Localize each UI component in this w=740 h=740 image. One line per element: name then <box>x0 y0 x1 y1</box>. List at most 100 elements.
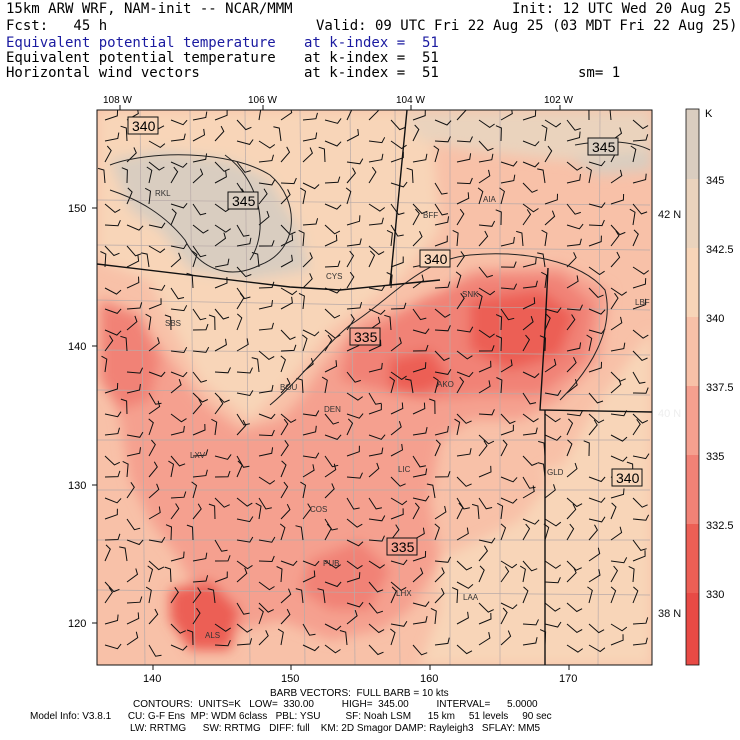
station-label: LIC <box>398 465 411 474</box>
wind-barb <box>434 637 450 646</box>
wind-barb <box>434 425 449 436</box>
station-label: LHX <box>396 589 412 598</box>
wind-barb <box>434 350 450 361</box>
wind-barb <box>236 119 252 131</box>
wind-barb <box>456 644 473 655</box>
wind-barb <box>170 455 186 467</box>
wind-barb <box>538 440 546 457</box>
wind-barb <box>302 252 313 268</box>
wind-barb <box>279 523 286 541</box>
wind-barb <box>541 124 548 142</box>
wind-barb <box>544 119 562 128</box>
barb-legend: BARB VECTORS: FULL BARB = 10 kts <box>270 688 449 699</box>
wind-barb <box>471 503 480 520</box>
wind-barb <box>126 255 140 268</box>
wind-barb <box>390 224 404 237</box>
wind-barb <box>236 460 243 478</box>
wind-barb <box>500 607 508 625</box>
wind-barb <box>454 418 461 436</box>
wind-barb <box>214 125 225 142</box>
wind-barb <box>192 575 209 583</box>
wind-barb <box>478 153 494 163</box>
wind-barb <box>368 339 382 352</box>
wind-barb <box>346 472 363 479</box>
wind-barb <box>104 455 121 466</box>
wind-barb <box>566 523 575 541</box>
wind-barb <box>148 560 165 571</box>
wind-barb <box>346 371 361 383</box>
wind-barb <box>120 125 128 142</box>
station-label: GLD <box>547 468 564 477</box>
svg-text:335: 335 <box>354 329 378 345</box>
wind-barb <box>566 439 573 457</box>
wind-barb <box>544 358 557 373</box>
wind-barb <box>148 298 162 310</box>
wind-barb <box>317 588 326 604</box>
wind-barb <box>500 283 518 290</box>
wind-barb <box>566 623 583 634</box>
wind-barb <box>148 439 156 457</box>
contour-label: 335 <box>386 537 418 556</box>
wind-barb <box>192 552 208 562</box>
wind-barb <box>390 559 408 566</box>
wind-barb <box>302 644 320 652</box>
wind-barb <box>389 628 396 646</box>
wind-barb <box>368 203 385 212</box>
wind-barb <box>280 254 293 268</box>
wind-barb <box>544 560 561 569</box>
wind-barb <box>148 371 166 378</box>
wind-barb <box>478 169 491 184</box>
wind-barb <box>390 620 408 627</box>
wind-barb <box>629 208 636 226</box>
wind-barb <box>280 355 286 373</box>
wind-barb <box>192 469 208 478</box>
wind-barb <box>456 448 472 457</box>
wind-barb <box>280 296 293 310</box>
wind-barb <box>632 371 646 384</box>
wind-barb <box>148 461 158 478</box>
field3-name: Horizontal wind vectors <box>6 65 200 81</box>
wind-barb <box>434 203 449 216</box>
wind-barb <box>236 455 250 468</box>
wind-barb <box>588 219 605 227</box>
wind-barb <box>258 607 264 625</box>
wind-barb <box>632 617 649 625</box>
wind-barb <box>214 392 230 403</box>
wind-barb <box>452 587 459 604</box>
wind-barb <box>610 586 617 604</box>
wind-barb <box>126 367 144 374</box>
wind-barb <box>346 250 355 268</box>
wind-barb <box>126 187 133 205</box>
wind-barb <box>104 427 120 436</box>
wind-barb <box>433 145 440 163</box>
wind-barb <box>586 334 593 352</box>
wind-barb <box>104 245 120 257</box>
wind-barb <box>632 278 647 289</box>
wind-barb <box>104 614 119 625</box>
top-longitude-axis: 108 W 106 W 104 W 102 W <box>103 95 573 110</box>
wind-barb <box>192 449 209 457</box>
wind-barb <box>609 110 612 121</box>
wind-barb <box>324 455 339 468</box>
wind-barb <box>456 376 465 394</box>
wind-barb <box>236 390 254 397</box>
wind-barb <box>478 266 493 278</box>
wind-barb <box>97 167 106 184</box>
wind-barb <box>456 413 472 424</box>
wind-barb <box>258 555 275 563</box>
wind-barb <box>566 342 582 352</box>
wind-barb <box>412 203 428 215</box>
wind-barb <box>126 383 141 394</box>
wind-barb <box>610 230 620 247</box>
wind-barb <box>324 234 338 247</box>
station-label: LXV <box>190 451 206 460</box>
wind-barb <box>456 476 472 487</box>
wind-barb <box>434 325 451 332</box>
wind-barb <box>566 119 581 131</box>
wind-barb <box>192 323 209 331</box>
wind-barb <box>566 314 576 331</box>
wind-barb <box>295 525 304 541</box>
wind-barb <box>346 238 362 247</box>
wind-barb <box>588 623 605 634</box>
field2-name: Equivalent potential temperature <box>6 50 276 66</box>
